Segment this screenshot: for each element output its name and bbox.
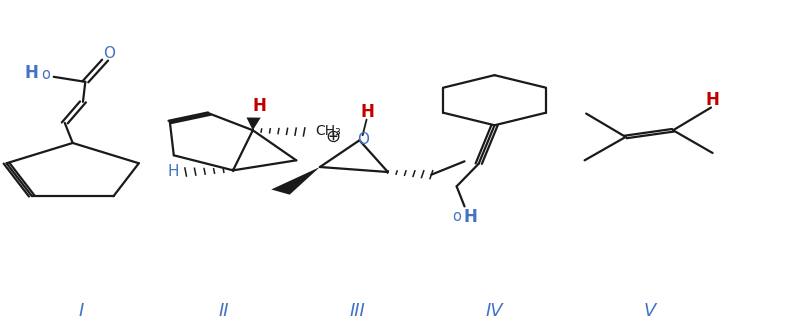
Text: I: I — [79, 302, 84, 320]
Text: H: H — [252, 97, 266, 115]
Text: H: H — [360, 103, 374, 121]
Text: CH₃: CH₃ — [315, 124, 340, 138]
Text: H: H — [167, 164, 179, 179]
Text: II: II — [218, 302, 229, 320]
Text: IV: IV — [486, 302, 503, 320]
Text: ⊕: ⊕ — [325, 128, 341, 146]
Text: O: O — [357, 132, 370, 147]
Text: o: o — [452, 209, 461, 224]
Text: H: H — [705, 91, 720, 109]
Text: H: H — [24, 64, 39, 82]
Text: O: O — [103, 46, 115, 61]
Polygon shape — [271, 167, 320, 195]
Polygon shape — [246, 118, 261, 130]
Text: III: III — [350, 302, 366, 320]
Text: H: H — [464, 208, 478, 226]
Text: o: o — [41, 67, 51, 82]
Text: V: V — [643, 302, 656, 320]
